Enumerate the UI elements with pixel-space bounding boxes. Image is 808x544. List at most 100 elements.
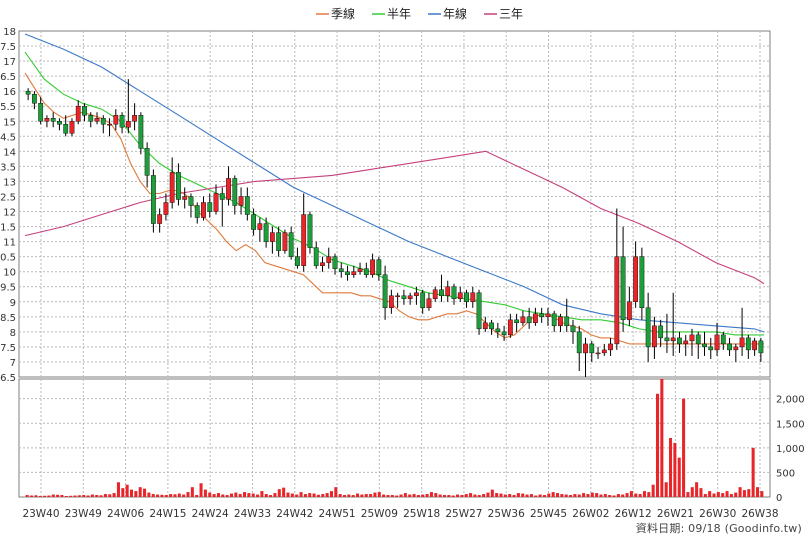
data-date-label: 資料日期: 09/18 — [635, 522, 721, 535]
volume-bar — [621, 494, 625, 497]
volume-bar — [682, 398, 686, 497]
volume-bar — [647, 492, 651, 497]
candle-body — [564, 316, 570, 327]
volume-bar — [182, 494, 186, 497]
volume-bar — [586, 494, 590, 497]
price-tick-label: 16 — [3, 87, 16, 98]
volume-bar — [695, 482, 699, 497]
x-tick-label: 25W27 — [445, 508, 482, 520]
x-tick-label: 25W09 — [361, 508, 398, 520]
candle-body — [558, 316, 563, 327]
volume-bar — [164, 495, 168, 497]
volume-bar — [269, 495, 273, 497]
volume-bar — [325, 493, 329, 497]
volume-bar — [121, 488, 125, 497]
x-axis: 23W40 23W49 24W06 24W15 24W24 24W33 24W42 24W51… — [22, 508, 778, 520]
candle-body — [689, 334, 695, 342]
price-tick-label: 7 — [10, 358, 16, 369]
volume-bar — [386, 495, 390, 497]
volume-bar — [64, 496, 68, 497]
volume-bar — [456, 494, 460, 497]
volume-bar — [351, 495, 355, 497]
volume-bar — [382, 494, 386, 497]
volume-bar — [390, 495, 394, 497]
volume-bar — [112, 493, 116, 497]
candle-body — [501, 331, 507, 336]
candle-body — [351, 271, 357, 275]
volume-bar — [551, 492, 555, 497]
volume-bar — [521, 493, 525, 497]
volume-bar — [525, 494, 529, 497]
volume-bar — [721, 493, 725, 497]
volume-tick-label: 500 — [776, 468, 795, 479]
volume-bar — [25, 495, 29, 497]
volume-bar — [199, 483, 203, 497]
data-date-footer: 資料日期: 09/18 (Goodinfo.tw) — [636, 520, 802, 536]
candle-body — [583, 343, 588, 354]
candle-body — [213, 193, 219, 212]
candle-body — [107, 124, 112, 126]
volume-bar — [451, 495, 455, 497]
x-tick-label: 24W42 — [276, 508, 313, 520]
price-tick-label: 16.5 — [0, 72, 16, 83]
volume-bar — [660, 379, 664, 497]
volume-bar — [56, 494, 60, 497]
volume-bar — [125, 484, 129, 497]
price-panel: 18 17.5 17 16.5 16 15.5 15 14.5 14 13.5 13 12.5 12 11… — [0, 27, 771, 384]
candle-body — [451, 286, 457, 299]
volume-bar — [499, 493, 503, 497]
volume-bar — [642, 491, 646, 497]
volume-bar — [712, 493, 716, 497]
volume-bar — [555, 493, 560, 497]
volume-bar — [429, 492, 433, 497]
volume-bar — [582, 493, 586, 497]
volume-bar — [512, 495, 516, 497]
volume-bar — [542, 495, 546, 497]
candle-body — [414, 292, 419, 296]
price-tick-label: 15 — [3, 117, 16, 128]
volume-panel: 2,000 1,500 1,000 500 0 — [18, 378, 805, 504]
candle-body — [614, 256, 620, 345]
candle-body — [188, 196, 194, 206]
x-tick-label: 23W49 — [65, 508, 102, 520]
volume-bar — [260, 491, 264, 497]
price-tick-label: 12 — [3, 208, 16, 219]
candle-body — [664, 337, 670, 342]
volume-bar — [60, 495, 64, 497]
candle-body — [420, 292, 426, 309]
price-tick-label: 10.5 — [0, 253, 16, 264]
volume-bar — [595, 493, 599, 497]
volume-bar — [342, 495, 347, 497]
volume-bar — [447, 495, 451, 497]
price-tick-label: 14 — [3, 147, 16, 158]
volume-bar — [673, 442, 677, 497]
volume-bar — [256, 494, 260, 497]
volume-bar — [751, 447, 755, 497]
volume-bar — [208, 492, 212, 497]
volume-bar — [608, 495, 612, 497]
volume-bar — [490, 489, 494, 497]
candle-body — [244, 196, 250, 215]
candle-body — [207, 202, 213, 212]
candle-body — [226, 178, 231, 200]
volume-bar — [464, 494, 468, 497]
candle-body — [313, 247, 319, 266]
volume-bar — [516, 493, 520, 497]
candle-body — [576, 331, 582, 354]
volume-bar — [173, 494, 177, 497]
volume-bar — [603, 494, 607, 497]
price-tick-label: 15.5 — [0, 102, 16, 113]
x-tick-label: 25W18 — [403, 508, 440, 520]
candle-body — [426, 298, 432, 309]
candle-body — [88, 115, 94, 122]
candle-body — [338, 268, 344, 272]
x-tick-label: 26W12 — [615, 508, 652, 520]
volume-bar — [51, 494, 55, 497]
candle-body — [150, 175, 156, 224]
volume-bar — [273, 493, 277, 497]
candle-body — [708, 346, 714, 351]
candle-body — [482, 322, 488, 330]
volume-bar — [669, 438, 673, 497]
candle-body — [683, 340, 689, 345]
price-tick-label: 10 — [3, 268, 16, 279]
